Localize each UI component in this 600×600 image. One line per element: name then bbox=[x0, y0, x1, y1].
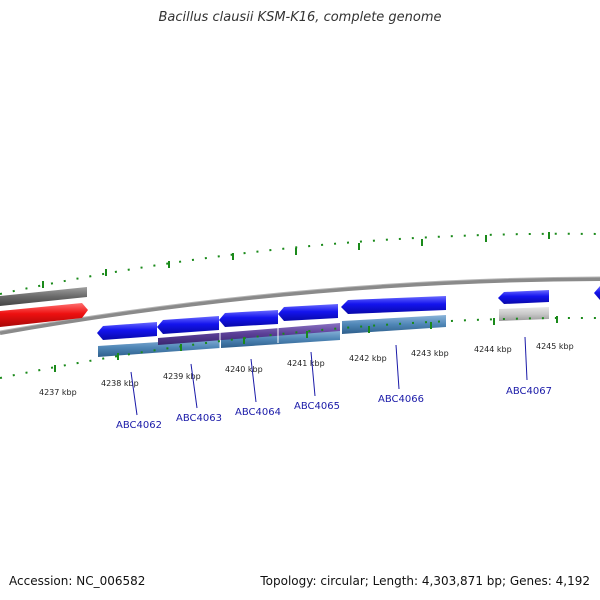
gene-abc4064-feature[interactable] bbox=[219, 310, 278, 327]
gene-leader-line bbox=[310, 351, 316, 397]
gene-abc4066-feature[interactable] bbox=[341, 296, 446, 314]
tick-label: 4239 kbp bbox=[163, 372, 201, 381]
light-grey-feature bbox=[499, 307, 549, 321]
tick-label: 4238 kbp bbox=[101, 379, 139, 388]
gene-abc4062-feature[interactable] bbox=[97, 322, 157, 340]
tick-label: 4245 kbp bbox=[536, 342, 574, 351]
gene-abc4065-feature[interactable] bbox=[278, 304, 338, 321]
gene-label-abc4066[interactable]: ABC4066 bbox=[378, 394, 424, 405]
gene-leader-line bbox=[395, 344, 400, 390]
reverse-gene-red[interactable] bbox=[0, 303, 88, 327]
gene-label-abc4063[interactable]: ABC4063 bbox=[176, 413, 222, 424]
gene-abc4063-feature[interactable] bbox=[157, 316, 219, 334]
gene-label-abc4064[interactable]: ABC4064 bbox=[235, 407, 281, 418]
grey-feature bbox=[0, 287, 87, 306]
genome-backbone bbox=[0, 277, 600, 335]
tick-label: 4237 kbp bbox=[39, 388, 77, 397]
outer-tick-ring bbox=[0, 232, 600, 295]
accession-text: Accession: NC_006582 bbox=[9, 574, 146, 588]
gene-label-abc4062[interactable]: ABC4062 bbox=[116, 420, 162, 431]
match-bar bbox=[221, 330, 340, 348]
inner-major-ticks bbox=[54, 316, 558, 372]
match-overlap bbox=[158, 323, 340, 345]
gene-leader-line bbox=[190, 363, 198, 409]
genome-stats-text: Topology: circular; Length: 4,303,871 bp… bbox=[260, 574, 590, 588]
tick-label: 4242 kbp bbox=[349, 354, 387, 363]
tick-label: 4243 kbp bbox=[411, 349, 449, 358]
tick-label: 4244 kbp bbox=[474, 345, 512, 354]
gene-leader-line bbox=[524, 336, 528, 381]
tick-label: 4240 kbp bbox=[225, 365, 263, 374]
gene-leader-line bbox=[250, 358, 257, 403]
gene-abc4067-feature[interactable] bbox=[498, 290, 549, 304]
tick-label: 4241 kbp bbox=[287, 359, 325, 368]
gene-partial-feature[interactable] bbox=[594, 286, 600, 300]
gene-label-abc4067[interactable]: ABC4067 bbox=[506, 386, 552, 397]
outer-major-ticks bbox=[42, 232, 550, 288]
gene-label-abc4065[interactable]: ABC4065 bbox=[294, 401, 340, 412]
match-bar bbox=[98, 338, 220, 357]
gene-leader-line bbox=[130, 371, 138, 416]
inner-tick-ring bbox=[0, 316, 600, 379]
map-title: Bacillus clausii KSM-K16, complete genom… bbox=[158, 10, 442, 25]
